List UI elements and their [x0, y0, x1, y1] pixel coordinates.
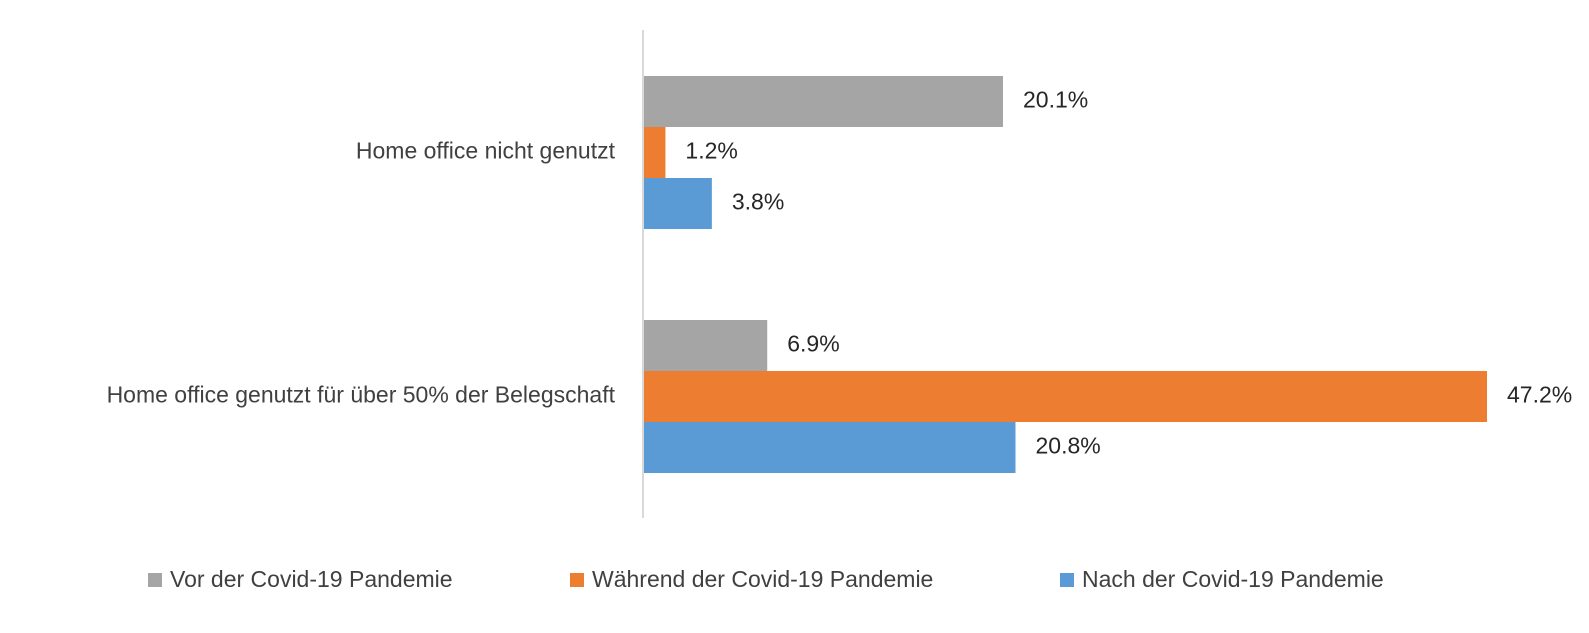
bars-group — [644, 76, 1487, 473]
bar-vor-der-covid-19-pandemie-1 — [644, 76, 1003, 127]
legend-swatch-nach-der-covid-19-pandemie — [1060, 573, 1074, 587]
category-label-1: Home office nicht genutzt — [356, 138, 616, 164]
data-label-vor-der-covid-19-pandemie-1: 20.1% — [1023, 87, 1088, 113]
data-label-w-hrend-der-covid-19-pandemie-1: 1.2% — [685, 138, 737, 164]
data-label-nach-der-covid-19-pandemie-2: 20.8% — [1035, 433, 1100, 459]
legend-label-nach-der-covid-19-pandemie: Nach der Covid-19 Pandemie — [1082, 566, 1384, 592]
data-label-vor-der-covid-19-pandemie-2: 6.9% — [787, 331, 839, 357]
data-label-nach-der-covid-19-pandemie-1: 3.8% — [732, 189, 784, 215]
data-label-w-hrend-der-covid-19-pandemie-2: 47.2% — [1507, 382, 1572, 408]
legend-swatch-w-hrend-der-covid-19-pandemie — [570, 573, 584, 587]
bar-nach-der-covid-19-pandemie-2 — [644, 422, 1016, 473]
category-label-2: Home office genutzt für über 50% der Bel… — [107, 382, 616, 408]
bar-vor-der-covid-19-pandemie-2 — [644, 320, 768, 371]
bar-w-hrend-der-covid-19-pandemie-1 — [644, 127, 666, 178]
bar-w-hrend-der-covid-19-pandemie-2 — [644, 371, 1487, 422]
bar-nach-der-covid-19-pandemie-1 — [644, 178, 712, 229]
category-labels-group: Home office nicht genutzt Home office gen… — [107, 138, 616, 408]
legend-swatch-vor-der-covid-19-pandemie — [148, 573, 162, 587]
data-labels-group: 20.1% 1.2% 3.8% 6.9% 47.2% 20.8% — [685, 87, 1572, 459]
legend-label-w-hrend-der-covid-19-pandemie: Während der Covid-19 Pandemie — [592, 566, 933, 592]
legend-label-vor-der-covid-19-pandemie: Vor der Covid-19 Pandemie — [170, 566, 453, 592]
legend: Vor der Covid-19 Pandemie Während der Cov… — [148, 566, 1384, 592]
